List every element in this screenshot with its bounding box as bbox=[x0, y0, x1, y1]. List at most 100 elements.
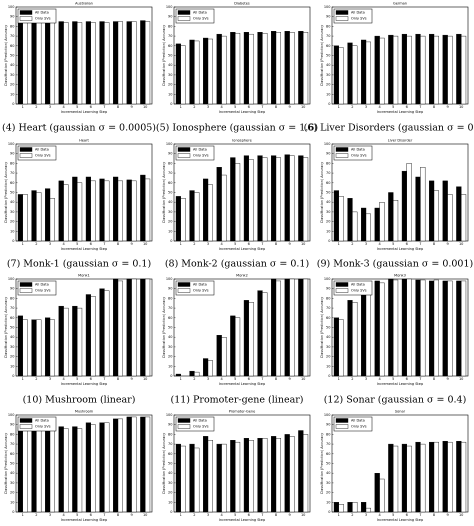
y-axis-label: Classification (Prediction) Accuracy bbox=[320, 433, 324, 494]
legend-swatch bbox=[335, 282, 349, 287]
bar bbox=[126, 179, 132, 242]
y-tick-label: 100 bbox=[324, 5, 331, 9]
legend-label: Only SVs bbox=[351, 17, 367, 21]
y-axis-label: Classification (Prediction) Accuracy bbox=[320, 297, 324, 358]
x-tick-label: 5 bbox=[76, 377, 78, 381]
bar bbox=[234, 163, 241, 242]
bar bbox=[333, 502, 340, 513]
bar bbox=[401, 278, 408, 377]
bar bbox=[248, 440, 254, 513]
bar bbox=[262, 438, 268, 513]
legend-label: All Data bbox=[351, 283, 365, 287]
y-tick-label: 50 bbox=[326, 326, 330, 330]
x-tick-label: 7 bbox=[419, 242, 421, 246]
bar bbox=[429, 180, 435, 242]
bar bbox=[207, 440, 213, 513]
x-tick-label: 2 bbox=[193, 105, 195, 109]
bar bbox=[175, 196, 181, 242]
y-tick-label: 0 bbox=[170, 239, 172, 243]
bar bbox=[289, 32, 295, 105]
bar bbox=[433, 441, 439, 513]
legend-swatch bbox=[19, 288, 33, 293]
x-tick-label: 3 bbox=[365, 377, 367, 381]
bar bbox=[406, 445, 412, 513]
bar bbox=[433, 35, 439, 105]
bar bbox=[271, 155, 277, 242]
x-tick-label: 1 bbox=[180, 377, 182, 381]
y-tick-label: 90 bbox=[10, 423, 14, 427]
x-tick-label: 9 bbox=[130, 377, 132, 381]
x-tick-label: 10 bbox=[301, 377, 305, 381]
bar bbox=[433, 190, 439, 242]
x-tick-label: 2 bbox=[35, 377, 37, 381]
bar bbox=[333, 317, 340, 377]
bar bbox=[76, 22, 83, 105]
x-tick-label: 1 bbox=[22, 105, 24, 109]
bar bbox=[243, 300, 249, 377]
y-axis-label: Classification (Prediction) Accuracy bbox=[162, 25, 166, 86]
legend-swatch bbox=[177, 147, 191, 152]
bar bbox=[338, 504, 344, 513]
bar bbox=[85, 21, 92, 105]
y-tick-label: 60 bbox=[10, 181, 14, 185]
y-tick-label: 80 bbox=[10, 24, 14, 28]
bar bbox=[144, 21, 151, 105]
x-tick-label: 9 bbox=[130, 513, 132, 517]
bar bbox=[216, 335, 222, 377]
bar bbox=[352, 502, 358, 513]
y-tick-label: 70 bbox=[168, 442, 172, 446]
bar bbox=[401, 33, 408, 105]
bar bbox=[361, 207, 367, 242]
y-tick-label: 80 bbox=[168, 296, 172, 300]
bar bbox=[388, 443, 394, 513]
x-tick-label: 8 bbox=[117, 105, 119, 109]
bar bbox=[90, 180, 96, 242]
y-tick-label: 80 bbox=[326, 432, 330, 436]
figure-caption: (9) Monk-3 (gaussian σ = 0.001) bbox=[317, 259, 473, 270]
bar bbox=[180, 445, 186, 513]
y-tick-label: 60 bbox=[168, 181, 172, 185]
x-tick-label: 10 bbox=[459, 105, 463, 109]
bar bbox=[230, 32, 236, 105]
legend-swatch bbox=[335, 424, 349, 429]
x-axis-label: Incremental Learning Step bbox=[219, 110, 266, 114]
x-tick-label: 2 bbox=[351, 513, 353, 517]
x-tick-label: 4 bbox=[378, 377, 381, 381]
x-tick-label: 2 bbox=[35, 242, 37, 246]
bar bbox=[207, 360, 213, 377]
bar bbox=[63, 184, 69, 242]
bar bbox=[144, 416, 151, 513]
y-tick-label: 20 bbox=[326, 83, 330, 87]
x-tick-label: 4 bbox=[62, 105, 65, 109]
x-tick-label: 8 bbox=[275, 377, 277, 381]
x-tick-label: 1 bbox=[22, 513, 24, 517]
bar bbox=[420, 443, 426, 513]
bar bbox=[63, 428, 69, 513]
x-tick-label: 10 bbox=[301, 105, 305, 109]
bar bbox=[31, 190, 37, 242]
bar bbox=[271, 436, 277, 513]
x-tick-label: 7 bbox=[261, 105, 263, 109]
bar bbox=[22, 428, 28, 513]
x-tick-label: 7 bbox=[261, 377, 263, 381]
bar bbox=[374, 473, 380, 513]
bar bbox=[58, 21, 64, 105]
x-tick-label: 5 bbox=[234, 377, 236, 381]
bar bbox=[194, 192, 200, 242]
figure-caption: (8) Monk-2 (gaussian σ = 0.1) bbox=[165, 259, 309, 270]
legend-label: Only SVs bbox=[193, 289, 209, 293]
x-tick-label: 7 bbox=[103, 242, 105, 246]
y-tick-label: 30 bbox=[168, 210, 172, 214]
figure-caption: (4) Heart (gaussian σ = 0.0005) bbox=[2, 123, 156, 134]
bar bbox=[374, 280, 380, 377]
x-tick-label: 9 bbox=[130, 242, 132, 246]
y-tick-label: 100 bbox=[8, 5, 15, 9]
bar bbox=[180, 198, 186, 242]
bar bbox=[140, 278, 146, 377]
bar bbox=[289, 278, 295, 377]
bar bbox=[117, 418, 123, 513]
bar bbox=[406, 163, 412, 242]
x-tick-label: 9 bbox=[288, 242, 290, 246]
y-tick-label: 50 bbox=[10, 326, 14, 330]
legend-swatch bbox=[335, 288, 349, 293]
